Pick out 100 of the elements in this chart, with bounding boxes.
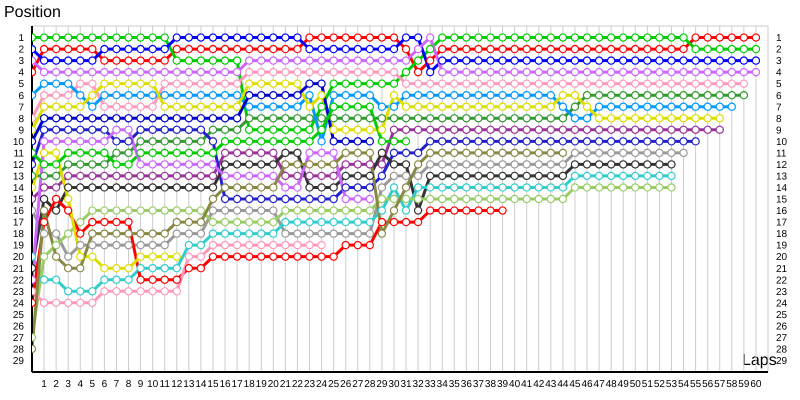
point [208, 172, 218, 180]
x-tick-label: 56 [702, 379, 714, 390]
point [269, 102, 278, 111]
point [269, 91, 278, 100]
point [269, 79, 278, 88]
point [534, 160, 543, 169]
x-tick-label: 21 [280, 379, 292, 390]
point [606, 79, 616, 88]
point [64, 172, 72, 180]
point [631, 114, 640, 122]
point [40, 206, 48, 215]
point [366, 102, 374, 111]
x-tick-label: 37 [472, 379, 484, 390]
point [619, 137, 628, 146]
point [220, 137, 230, 146]
y-tick-label: 10 [12, 136, 24, 148]
point [378, 137, 386, 146]
point [522, 160, 531, 169]
point [160, 240, 169, 250]
point [293, 172, 302, 180]
point [570, 137, 580, 146]
point [366, 126, 374, 134]
point [354, 68, 362, 76]
y2-tick-label: 5 [776, 79, 782, 90]
point [112, 172, 121, 180]
point [450, 91, 458, 100]
point [136, 114, 145, 122]
point [124, 264, 133, 272]
point [354, 126, 362, 134]
point [112, 218, 121, 226]
point [76, 287, 84, 296]
point [244, 148, 254, 158]
point [88, 160, 97, 169]
point [366, 91, 374, 100]
point [244, 183, 254, 192]
point [281, 218, 290, 226]
point [354, 148, 362, 158]
point [196, 240, 206, 250]
point [40, 91, 48, 100]
point [220, 79, 230, 88]
point [305, 114, 314, 122]
point [378, 160, 386, 169]
point [257, 172, 266, 180]
y-tick-label: 12 [12, 160, 24, 171]
point [450, 126, 458, 134]
point [52, 240, 60, 250]
point [450, 206, 458, 215]
point [643, 114, 652, 122]
point [293, 252, 302, 261]
point [582, 114, 592, 122]
point [582, 79, 592, 88]
point [570, 160, 580, 169]
point [474, 126, 483, 134]
point [366, 137, 374, 146]
point [208, 126, 218, 134]
y-tick-label: 20 [12, 252, 24, 264]
point [40, 160, 48, 169]
point [522, 183, 531, 192]
point [160, 102, 169, 111]
point [305, 172, 314, 180]
point [136, 102, 145, 111]
point [88, 206, 97, 215]
point [522, 126, 531, 134]
point [160, 276, 169, 284]
point [570, 148, 580, 158]
point [414, 148, 422, 158]
y-tick-label: 9 [18, 125, 24, 136]
y-tick-label: 25 [12, 310, 24, 321]
point [498, 194, 507, 204]
point [281, 183, 290, 192]
point [208, 194, 218, 204]
point [558, 172, 568, 180]
point [100, 287, 109, 296]
point [643, 137, 652, 146]
point [220, 240, 230, 250]
point [208, 229, 218, 238]
point [269, 183, 278, 192]
point [172, 229, 181, 238]
point [679, 137, 688, 146]
point [342, 102, 350, 111]
point [305, 68, 314, 76]
point [450, 102, 458, 111]
point [558, 126, 568, 134]
point [474, 102, 483, 111]
x-tick-label: 8 [126, 379, 132, 390]
point [136, 240, 145, 250]
point [414, 183, 422, 192]
y2-tick-label: 25 [776, 310, 788, 321]
point [522, 172, 531, 180]
x-tick-label: 17 [232, 379, 244, 390]
point [317, 252, 326, 261]
point [196, 172, 206, 180]
point [112, 91, 121, 100]
point [136, 172, 145, 180]
point [655, 137, 664, 146]
point [546, 91, 556, 100]
point [208, 114, 218, 122]
x-tick-label: 50 [630, 379, 642, 390]
point [329, 218, 338, 226]
point [522, 102, 531, 111]
